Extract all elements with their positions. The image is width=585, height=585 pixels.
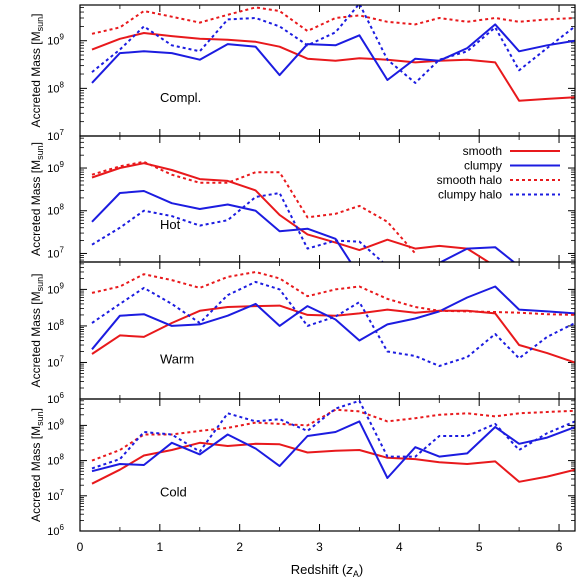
y-tick-label: 108 — [47, 203, 64, 218]
x-tick-label: 3 — [316, 540, 323, 554]
y-axis-label: Accreted Mass [Msun] — [29, 274, 45, 388]
y-axis-label: Accreted Mass [Msun] — [29, 14, 45, 128]
y-axis-label: Accreted Mass [Msun] — [29, 142, 45, 256]
series-smooth-line — [91, 32, 575, 102]
panel-label: Compl. — [160, 90, 201, 105]
series-clumpy-halo-line — [91, 399, 575, 470]
y-tick-label: 107 — [47, 354, 64, 369]
series-smooth-halo-line — [91, 408, 575, 462]
y-axis-label: Accreted Mass [Msun] — [29, 408, 45, 522]
y-tick-label: 108 — [47, 80, 64, 95]
y-tick-label: 109 — [47, 417, 64, 432]
y-tick-label: 108 — [47, 453, 64, 468]
series-group — [91, 5, 575, 102]
y-tick-label: 108 — [47, 318, 64, 333]
series-smooth-line — [91, 162, 491, 262]
panel-cold: 106 107 108 109 Cold Accreted Mass [Msun] — [29, 398, 576, 538]
series-smooth-halo-line — [91, 160, 417, 255]
series-clumpy-line — [91, 190, 516, 262]
x-tick-label: 6 — [556, 540, 563, 554]
series-group — [91, 399, 575, 485]
series-clumpy-line — [91, 420, 575, 479]
series-group — [91, 271, 575, 367]
series-smooth-line — [91, 441, 575, 485]
series-clumpy-halo-line — [91, 280, 575, 367]
series-group — [91, 160, 516, 262]
y-tick-label: 107 — [47, 488, 64, 503]
legend-label-clumpy-halo: clumpy halo — [438, 188, 502, 202]
panel-compl: 107 108 109 Compl. Accreted Mass [Msun] — [29, 4, 576, 143]
panel-warm: 106 107 108 109 Warm Accreted Mass [Msun] — [29, 261, 576, 406]
series-smooth-halo-line — [91, 6, 575, 35]
series-clumpy-halo-line — [91, 5, 575, 84]
panel-label: Cold — [160, 485, 187, 500]
panel-label: Hot — [160, 217, 181, 232]
legend-label-smooth: smooth — [463, 144, 502, 158]
panel-label: Warm — [160, 351, 194, 366]
x-tick-label: 0 — [77, 540, 84, 554]
series-clumpy-line — [91, 23, 575, 84]
x-tick-label: 4 — [396, 540, 403, 554]
series-smooth-halo-line — [91, 271, 575, 316]
y-tick-label: 106 — [47, 391, 64, 406]
x-axis-label: Redshift (zA) — [291, 562, 364, 579]
y-tick-label: 106 — [47, 523, 64, 538]
x-tick-label: 2 — [236, 540, 243, 554]
series-clumpy-line — [91, 285, 575, 350]
legend-label-smooth-halo: smooth halo — [437, 173, 503, 187]
x-tick-label: 1 — [156, 540, 163, 554]
y-tick-label: 107 — [47, 245, 64, 260]
y-tick-label: 109 — [47, 160, 64, 175]
y-tick-label: 109 — [47, 281, 64, 296]
x-axis: 0 1 2 3 4 5 6 Redshift (zA) — [77, 540, 563, 579]
x-tick-label: 5 — [476, 540, 483, 554]
panel-frame — [79, 261, 576, 400]
y-tick-label: 107 — [47, 128, 64, 143]
legend-label-clumpy: clumpy — [464, 159, 502, 173]
y-tick-label: 109 — [47, 33, 64, 48]
panel-frame — [79, 398, 576, 532]
